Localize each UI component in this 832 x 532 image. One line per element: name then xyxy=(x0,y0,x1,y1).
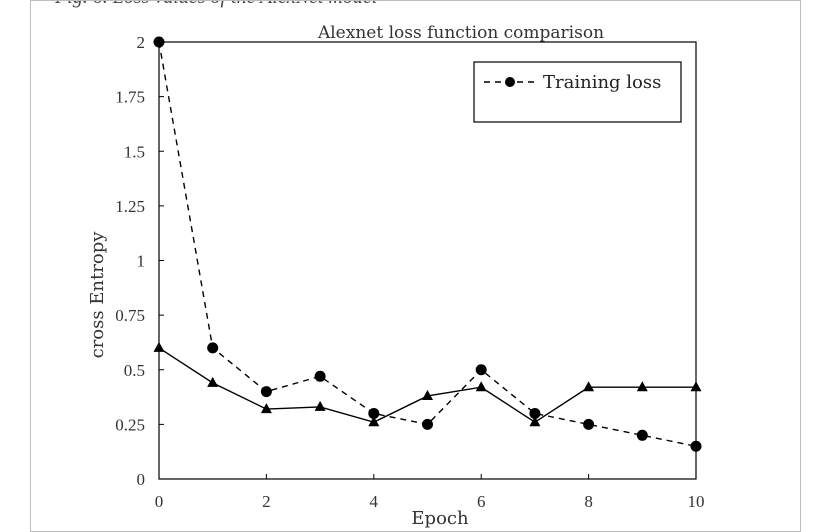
x-tick-label: 4 xyxy=(370,492,379,511)
y-axis-label: cross Entropy xyxy=(87,231,108,359)
x-tick-label: 8 xyxy=(584,492,593,511)
cropped-caption-fragment: Fig. 6. Loss values of the AlexNet model xyxy=(0,0,832,8)
series-1-point xyxy=(636,381,648,392)
series-1-point xyxy=(690,381,702,392)
legend-marker xyxy=(505,77,515,87)
series-1-point xyxy=(368,416,380,427)
y-tick-label: 1 xyxy=(137,252,146,271)
series-0-point xyxy=(690,440,702,452)
x-axis-label: Epoch xyxy=(411,508,469,529)
series-1-point xyxy=(260,403,272,414)
series-1-point xyxy=(475,381,487,392)
y-tick-label: 0.25 xyxy=(115,415,145,434)
series-0-point xyxy=(368,407,380,419)
series-0-point xyxy=(314,370,326,382)
series-1-point xyxy=(207,376,219,387)
x-tick-label: 10 xyxy=(688,492,705,511)
legend: Training loss xyxy=(473,61,682,123)
series-1-point xyxy=(422,389,433,400)
series-0-point xyxy=(260,386,272,398)
legend-label: Training loss xyxy=(543,72,661,93)
series-0-point xyxy=(153,36,165,48)
series-0-point xyxy=(636,429,648,441)
y-tick-label: 0 xyxy=(137,470,146,489)
y-tick-label: 1.25 xyxy=(115,197,145,216)
series-0-point xyxy=(529,407,541,419)
axis-ticks: 0 0.25 0.5 0.75 1 1.25 1.5 1.75 2 0 2 4 6 8 10 xyxy=(115,33,704,511)
series-1-point xyxy=(529,416,541,427)
y-tick-label: 1.5 xyxy=(124,142,145,161)
series-0-point xyxy=(207,342,219,354)
y-tick-label: 0.5 xyxy=(124,361,145,380)
y-tick-label: 0.75 xyxy=(115,306,145,325)
series-0-point xyxy=(422,418,433,430)
x-tick-label: 0 xyxy=(155,492,164,511)
legend-box xyxy=(473,61,682,123)
y-tick-label: 2 xyxy=(137,33,146,52)
series-1-point xyxy=(153,341,165,352)
series-layer xyxy=(153,36,702,452)
series-1-point xyxy=(314,400,326,411)
series-1-line xyxy=(158,347,696,424)
y-tick-label: 1.75 xyxy=(115,88,145,107)
series-0-point xyxy=(583,418,595,430)
x-tick-label: 6 xyxy=(477,492,486,511)
chart-title: Alexnet loss function comparison xyxy=(317,23,604,43)
series-0-point xyxy=(475,364,487,376)
x-tick-label: 2 xyxy=(262,492,271,511)
series-1-point xyxy=(583,381,595,392)
